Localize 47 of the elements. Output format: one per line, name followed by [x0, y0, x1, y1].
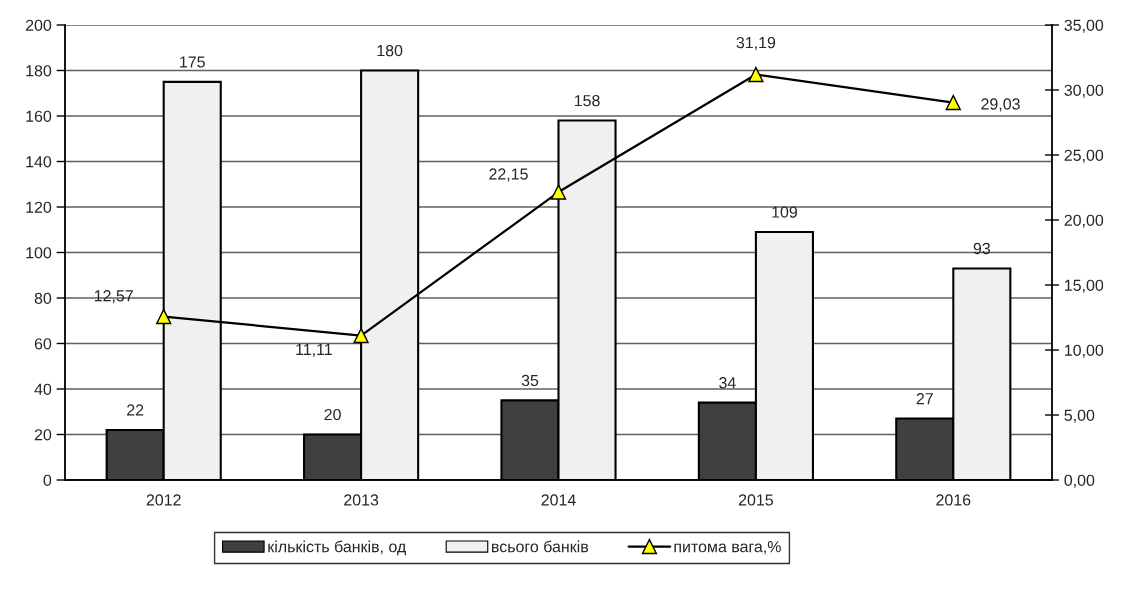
data-label: 175 [180, 56, 205, 68]
legend-label: всього банків [492, 540, 589, 553]
point [550, 184, 567, 200]
y-tick-label: 180 [26, 65, 52, 77]
point [353, 327, 369, 344]
point [748, 66, 764, 83]
y-tick-label: 0 [43, 474, 52, 486]
data-label: 22 [127, 404, 144, 416]
data-label: 93 [973, 242, 991, 255]
data-label: 34 [719, 377, 736, 389]
data-label: 31,19 [736, 36, 776, 51]
y-tick-label: 60 [34, 338, 52, 350]
y-tick-label: 20 [34, 429, 52, 441]
y2-tick-label: 15,00 [1065, 279, 1104, 293]
y2-tick-label: 30,00 [1064, 84, 1104, 98]
x-tick-label: 2012 [146, 494, 181, 506]
data-label: 180 [377, 44, 403, 57]
y-tick-label: 120 [26, 201, 52, 213]
y-tick-label: 80 [34, 292, 52, 304]
point [945, 94, 961, 111]
data-label: 12,57 [94, 290, 133, 304]
x-tick-label: 2016 [936, 494, 971, 506]
y2-tick-label: 5,00 [1064, 409, 1095, 423]
data-label: 11,11 [296, 343, 332, 358]
legend-label: кількість банків, од [268, 540, 407, 556]
data-label: 35 [521, 374, 539, 387]
y-tick-label: 100 [26, 247, 52, 259]
data-label: 109 [772, 206, 797, 218]
x-tick-label: 2014 [541, 494, 576, 506]
data-label: 29,03 [981, 98, 1020, 112]
x-tick-label: 2015 [738, 494, 773, 506]
y2-tick-label: 0,00 [1064, 474, 1095, 488]
y2-tick-label: 10,00 [1065, 344, 1104, 358]
data-label: 158 [574, 94, 600, 107]
legend-label: питома вага,% [674, 541, 781, 555]
y2-tick-label: 20,00 [1064, 214, 1104, 228]
data-label: 20 [324, 408, 341, 421]
point [156, 308, 172, 325]
y-tick-label: 160 [26, 110, 52, 122]
x-tick-label: 2013 [344, 494, 379, 506]
y-tick-label: 40 [34, 383, 52, 395]
data-label: 27 [916, 393, 933, 405]
y2-tick-label: 25,00 [1064, 149, 1104, 163]
y2-tick-label: 35,00 [1064, 19, 1104, 33]
y-tick-label: 140 [26, 156, 52, 168]
data-label: 22,15 [489, 168, 528, 182]
y-tick-label: 200 [25, 19, 52, 31]
